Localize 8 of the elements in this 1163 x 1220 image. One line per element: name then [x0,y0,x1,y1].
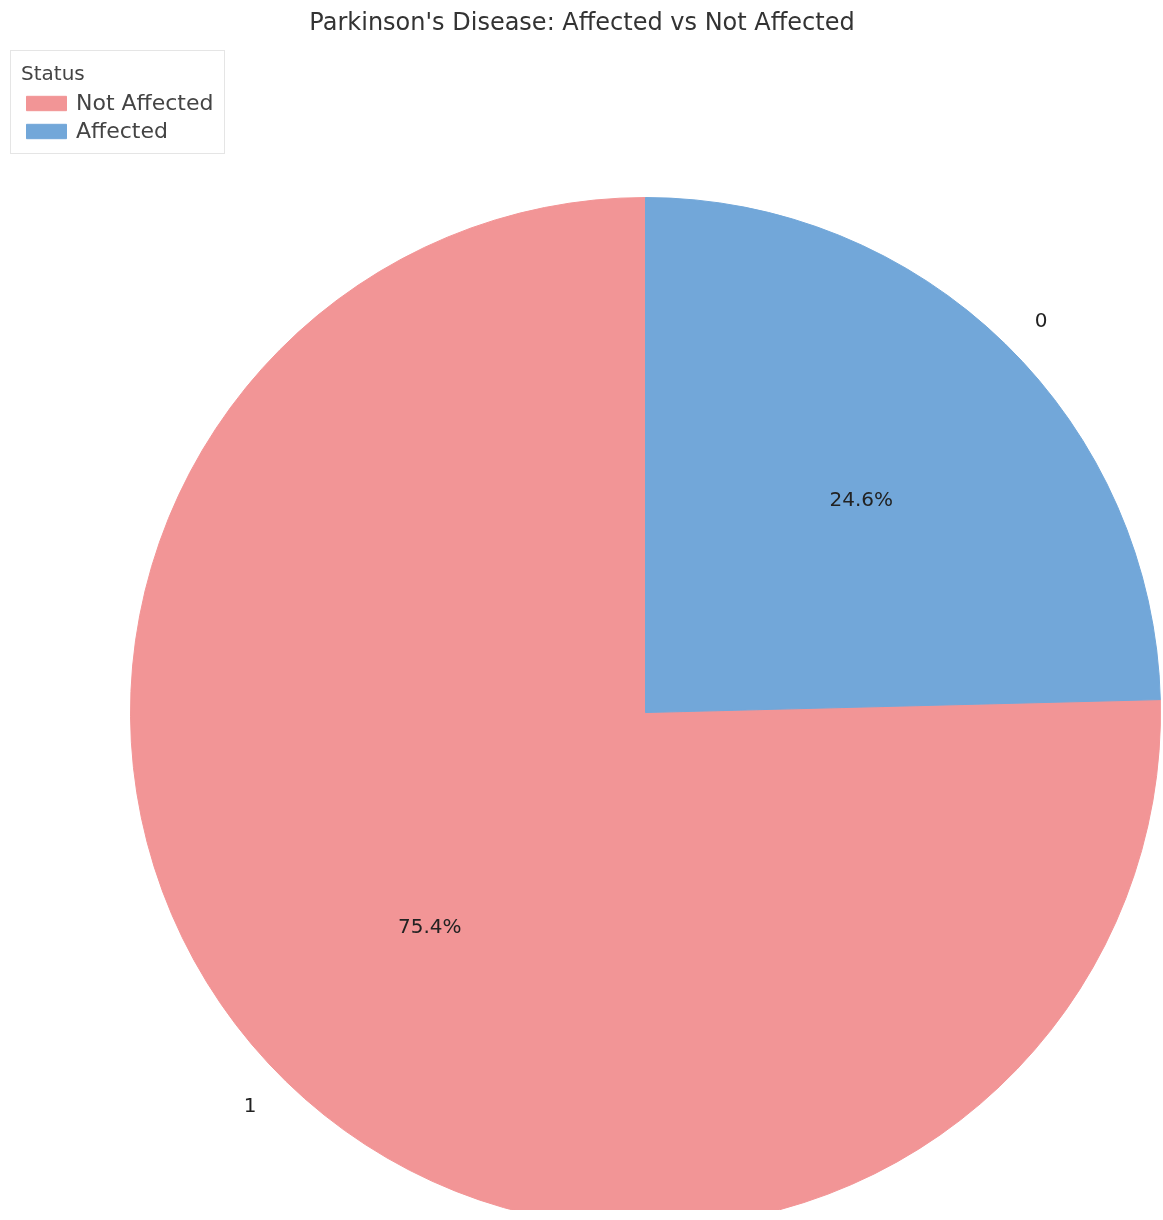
data-label: 75.4% [398,914,462,939]
text: 1 [243,1092,257,1117]
data-label: 24.6% [829,486,894,511]
legend-label: Affected [76,118,168,143]
legend-title: Status [21,61,86,85]
chart-title: Parkinson's Disease: Affected vs Not Affected [309,7,855,36]
text: 0 [1034,308,1048,333]
legend-label: Not Affected [76,90,214,115]
